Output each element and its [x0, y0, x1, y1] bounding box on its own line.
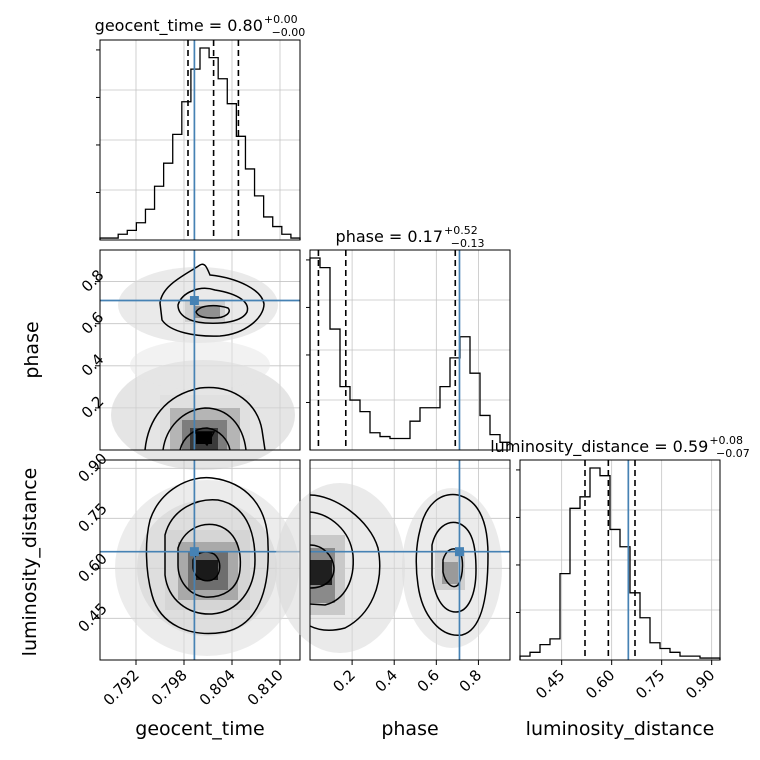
truth-point-geocent-distance — [189, 547, 199, 557]
quantiles-luminosity-distance — [584, 460, 636, 660]
panel-geocent-time-hist: geocent_time = 0.80+0.00 −0.00 — [95, 13, 306, 241]
ytick-label-phase-3: 0.8 — [78, 266, 108, 296]
frame-phase-hist — [309, 249, 511, 451]
hist-phase — [309, 257, 511, 450]
xlabel-luminosity-distance: luminosity_distance — [526, 718, 715, 740]
truth-point-geocent-phase — [189, 296, 199, 306]
panel-phase-vs-distance: 0.2 0.4 0.6 0.8 phase — [275, 459, 511, 740]
xtick-label-geocent-time-2: 0.804 — [196, 666, 239, 709]
frame-phase-distance — [309, 459, 511, 661]
panel-phase-hist: phase = 0.17+0.52 −0.13 — [306, 224, 511, 451]
xtick-label-luminosity-distance-1: 0.60 — [582, 666, 618, 702]
contours-geocent-phase — [144, 263, 266, 451]
yticks-luminosity-distance: 0.45 0.60 0.75 0.90 — [74, 449, 110, 635]
yticks-phase: 0.2 0.4 0.6 0.8 — [78, 266, 108, 422]
quantiles-phase — [317, 250, 457, 450]
frame-distance-hist — [519, 459, 721, 661]
truth-point-phase-distance — [454, 547, 464, 557]
ylabel-phase: phase — [21, 321, 43, 378]
grid-phase-hist — [310, 250, 510, 450]
xtick-label-phase-3: 0.8 — [456, 666, 486, 696]
xtick-label-phase-1: 0.4 — [371, 666, 401, 696]
frame-geocent-phase — [99, 249, 301, 451]
grid-distance-hist — [520, 460, 720, 660]
xtick-label-geocent-time-3: 0.810 — [244, 666, 287, 709]
frame-geocent-hist — [99, 39, 301, 241]
ytick-label-phase-1: 0.4 — [78, 350, 108, 380]
scatter-phase-distance — [275, 483, 502, 653]
title-geocent-time: geocent_time = 0.80+0.00 −0.00 — [95, 13, 306, 39]
xticks-geocent-time: 0.792 0.798 0.804 0.810 — [100, 660, 287, 709]
yticks-geocent-hist — [96, 49, 100, 193]
ytick-label-luminosity-distance-3: 0.90 — [74, 449, 110, 485]
xtick-label-geocent-time-1: 0.798 — [148, 666, 191, 709]
xtick-label-luminosity-distance-3: 0.90 — [682, 666, 718, 702]
quantiles-geocent-time — [187, 40, 240, 240]
xtick-label-phase-0: 0.2 — [329, 666, 359, 696]
ytick-label-phase-0: 0.2 — [78, 392, 108, 422]
xtick-label-phase-2: 0.6 — [414, 666, 444, 696]
yticks-distance-hist — [516, 469, 520, 613]
panel-geocent-vs-distance: 0.792 0.798 0.804 0.810 0.45 0.60 0.75 0.90 ge… — [19, 449, 301, 740]
xlabel-geocent-time: geocent_time — [135, 718, 264, 740]
yticks-phase-hist — [306, 259, 310, 403]
contours-phase-distance — [309, 493, 489, 636]
panel-geocent-vs-phase: 0.2 0.4 0.6 0.8 phase — [21, 249, 301, 470]
title-luminosity-distance: luminosity_distance = 0.59+0.08 −0.07 — [490, 434, 750, 460]
hist-luminosity-distance — [519, 467, 721, 660]
xtick-label-luminosity-distance-2: 0.75 — [632, 666, 668, 702]
hist-geocent-time — [99, 47, 301, 240]
panel-distance-hist: 0.45 0.60 0.75 0.90 luminosity_distance lum… — [490, 434, 750, 740]
contours-geocent-distance — [145, 476, 269, 635]
xtick-label-geocent-time-0: 0.792 — [100, 666, 143, 709]
ytick-label-luminosity-distance-2: 0.75 — [74, 499, 110, 535]
xlabel-phase: phase — [381, 718, 438, 740]
xtick-label-luminosity-distance-0: 0.45 — [532, 666, 568, 702]
ytick-label-phase-2: 0.6 — [78, 308, 108, 338]
ytick-label-luminosity-distance-1: 0.60 — [74, 549, 110, 585]
ytick-label-luminosity-distance-0: 0.45 — [74, 599, 110, 635]
xticks-phase: 0.2 0.4 0.6 0.8 — [329, 660, 485, 696]
ylabel-luminosity-distance: luminosity_distance — [19, 468, 41, 657]
title-phase: phase = 0.17+0.52 −0.13 — [336, 224, 485, 250]
xticks-luminosity-distance: 0.45 0.60 0.75 0.90 — [532, 660, 718, 702]
grid-geocent-hist — [100, 40, 300, 240]
